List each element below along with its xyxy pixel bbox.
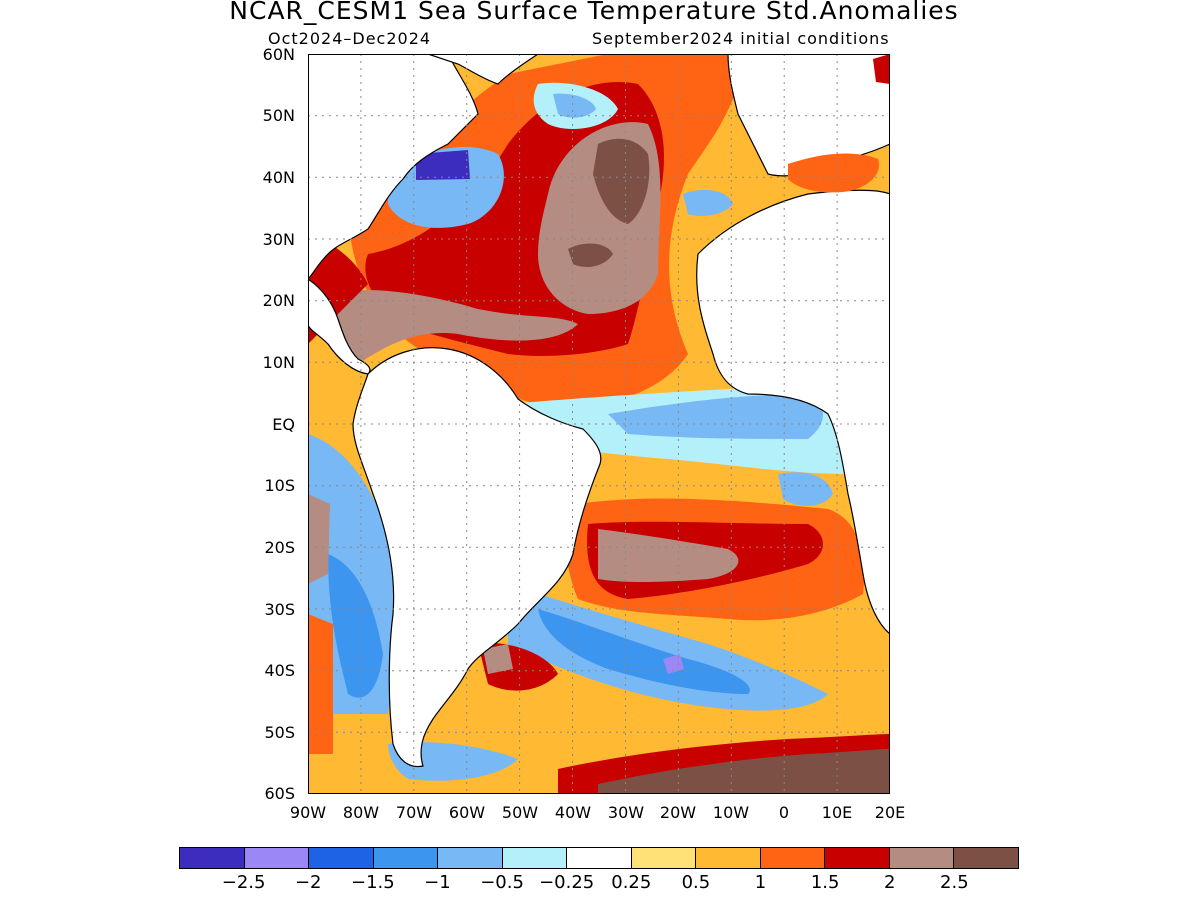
central-america [308, 278, 371, 375]
lat-label: 20N [262, 291, 295, 310]
colorbar-swatch [309, 848, 374, 868]
lat-label: 20S [264, 538, 295, 557]
caribbean-brown-light [327, 289, 578, 364]
mediterranean-warm [788, 153, 879, 193]
lon-label: 10E [821, 803, 853, 822]
colorbar-swatch [825, 848, 890, 868]
colorbar-swatch [954, 848, 1018, 868]
colorbar-label: 1 [754, 872, 767, 893]
colorbar-swatch [180, 848, 245, 868]
lon-label: 60W [448, 803, 486, 822]
black-sea-warm [873, 54, 890, 84]
colorbar-swatch [567, 848, 632, 868]
colorbar-label: 2.5 [940, 872, 969, 893]
colorbar-label: −1 [424, 872, 451, 893]
colorbar-swatch [373, 848, 439, 868]
north-america [308, 54, 479, 280]
lon-label: 70W [395, 803, 433, 822]
colorbar-label: −2 [294, 872, 322, 893]
map-title: NCAR_CESM1 Sea Surface Temperature Std.A… [229, 0, 959, 25]
map-frame [308, 54, 890, 794]
lat-label: 30N [262, 230, 295, 249]
initial-conditions: September2024 initial conditions [592, 29, 890, 48]
falklands-brown [483, 644, 513, 674]
lat-label: 60S [264, 784, 295, 803]
colorbar-label: 1.5 [810, 872, 840, 893]
forecast-period: Oct2024–Dec2024 [268, 29, 432, 48]
lat-label: 10S [264, 476, 295, 495]
lat-label: 30S [264, 600, 295, 619]
gulf-guinea-cool [778, 472, 833, 506]
colorbar-swatch [631, 848, 697, 868]
map-canvas [308, 54, 890, 794]
greenland-corner [427, 54, 540, 85]
colorbar-swatch [502, 848, 568, 868]
lat-label: 50S [264, 723, 295, 742]
lon-label: 20E [874, 803, 906, 822]
lat-label: 40N [262, 168, 295, 187]
lat-label: EQ [272, 415, 295, 434]
lat-label: 40S [264, 661, 295, 680]
colorbar-label: 2 [884, 872, 896, 893]
pacific-cooler [328, 554, 383, 698]
pacific-sw-warm [308, 614, 333, 754]
lon-label: 50W [501, 803, 539, 822]
south-atlantic-brown [598, 529, 739, 583]
lon-label: 30W [607, 803, 645, 822]
south-cool-band [508, 584, 828, 711]
lon-label: 10W [712, 803, 750, 822]
gridlines [308, 54, 890, 794]
colorbar-swatch [696, 848, 761, 868]
colorbar-swatch [438, 848, 503, 868]
colorbar-swatch [889, 848, 955, 868]
south-america [352, 347, 602, 768]
colorbar-label: −0.5 [480, 872, 524, 893]
nw-atlantic-very-cool [416, 150, 470, 180]
colorbar [179, 847, 1019, 869]
lon-label: 20W [659, 803, 697, 822]
southern-ocean-brown [598, 749, 890, 794]
colorbar-label: 0.25 [611, 872, 652, 893]
colorbar-label: −2.5 [221, 872, 266, 893]
lat-label: 50N [262, 106, 295, 125]
colorbar-label: 0.5 [681, 872, 711, 893]
mid-atlantic-cool [683, 189, 733, 216]
lat-label: 10N [262, 353, 295, 372]
colorbar-label: −1.5 [350, 872, 395, 893]
lat-label: 60N [262, 45, 295, 64]
anomaly-map [308, 54, 890, 794]
colorbar-swatch [244, 848, 310, 868]
pacific-brown [308, 494, 330, 584]
subpolar-cool-2 [553, 93, 596, 118]
equatorial-blue [608, 394, 823, 439]
lon-label: 0 [778, 803, 790, 822]
lon-label: 80W [342, 803, 380, 822]
colorbar-swatch [760, 848, 826, 868]
south-patch-purple [663, 654, 684, 674]
colorbar-label: −0.25 [539, 872, 595, 893]
lon-label: 90W [289, 803, 327, 822]
north-atlantic-brown-dark [568, 138, 650, 267]
south-cooler-band [538, 609, 750, 694]
lon-label: 40W [554, 803, 592, 822]
